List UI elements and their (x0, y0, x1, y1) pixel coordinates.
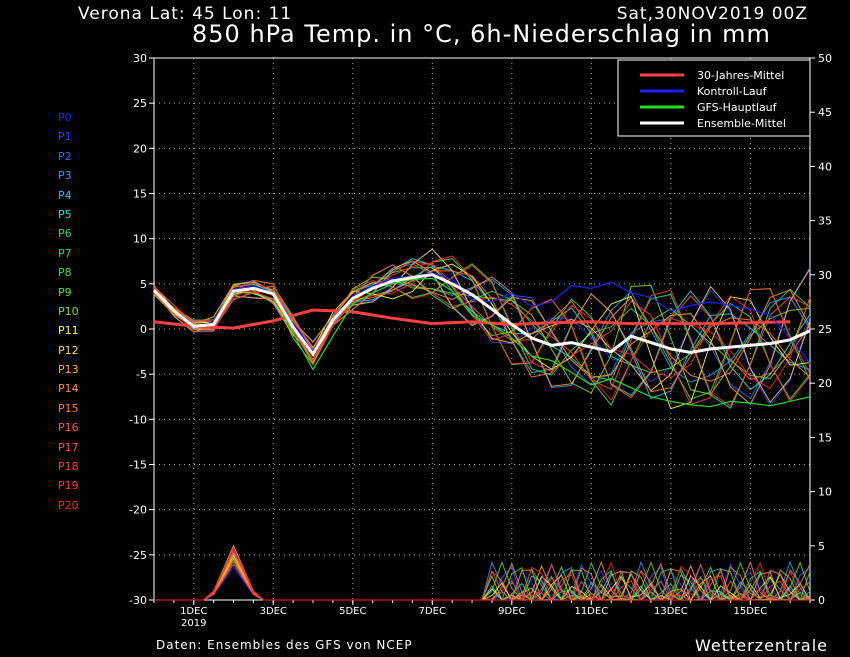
member-label: P17 (58, 440, 79, 454)
ensemble-member-line (153, 270, 811, 393)
precip-line (154, 546, 810, 601)
member-label: P7 (58, 246, 72, 260)
member-label: P16 (58, 421, 79, 435)
ensemble-member-line (153, 264, 811, 407)
member-label: P1 (58, 130, 72, 144)
x-tick-label: 7DEC (419, 606, 446, 617)
y-tick-label-left: 20 (133, 142, 147, 155)
member-label: P9 (58, 285, 72, 299)
y-tick-label-left: -5 (136, 368, 147, 381)
ensemble-member-line (153, 276, 811, 395)
ensemble-member-line (153, 263, 811, 400)
y-tick-label-right: 5 (818, 540, 825, 553)
x-tick-label: 9DEC (498, 606, 525, 617)
y-tick-label-left: -25 (129, 549, 147, 562)
chart-title: 850 hPa Temp. in °C, 6h-Niederschlag in … (192, 20, 771, 48)
legend-label: Kontroll-Lauf (697, 85, 768, 98)
y-tick-label-left: 15 (133, 188, 147, 201)
ensemble-member-line (153, 263, 811, 400)
precipitation-traces (154, 544, 811, 601)
x-tick-label: 1DEC (180, 606, 207, 617)
y-tick-label-right: 20 (818, 377, 832, 390)
y-tick-label-left: -30 (129, 594, 147, 607)
y-tick-label-right: 30 (818, 269, 832, 282)
member-label: P0 (58, 111, 72, 124)
climatology-line (153, 308, 791, 330)
grid-lines (154, 58, 810, 600)
ensemble-member-line (153, 276, 811, 387)
y-tick-label-right: 15 (818, 431, 832, 444)
y-tick-label-left: 30 (133, 52, 147, 65)
y-tick-label-left: -20 (129, 504, 147, 517)
y-tick-label-left: 0 (140, 323, 147, 336)
ensemble-member-line (153, 255, 811, 403)
member-label: P4 (58, 188, 72, 202)
member-label: P14 (58, 382, 79, 396)
x-tick-label: 15DEC (733, 606, 767, 617)
y-tick-label-left: 5 (140, 278, 147, 291)
y-tick-label-left: 10 (133, 233, 147, 246)
location-label: Verona Lat: 45 Lon: 11 (78, 4, 293, 24)
main-series-lines (152, 272, 811, 408)
y-tick-label-right: 0 (818, 594, 825, 607)
member-label: P20 (58, 498, 79, 512)
member-label: P11 (58, 324, 79, 338)
member-label: P18 (58, 460, 79, 474)
member-label: P3 (58, 169, 72, 183)
legend: 30-Jahres-Mittel Kontroll-Lauf GFS-Hauptla… (617, 59, 811, 137)
y-tick-label-left: -15 (129, 459, 147, 472)
y-tick-label-right: 40 (818, 160, 832, 173)
y-tick-label-right: 35 (818, 215, 832, 228)
ensemble-member-line (153, 262, 811, 401)
ensemble-member-list: P0 P1 P2 P3 P4 P5 P6 P7 P8 P9 P10 P11 P12 P13 P14 P15 P1… (58, 108, 98, 515)
member-label: P2 (58, 149, 72, 163)
ensemble-mean-line (152, 273, 811, 358)
x-tick-sublabel: 2019 (181, 618, 206, 629)
plot-frame (153, 57, 811, 601)
y-tick-label-left: 25 (133, 97, 147, 110)
y-tick-label-right: 10 (818, 486, 832, 499)
data-source-label: Daten: Ensembles des GFS von NCEP (156, 638, 413, 652)
ensemble-member-line (153, 264, 811, 406)
member-label: P10 (58, 304, 79, 318)
member-label: P8 (58, 266, 72, 280)
member-label: P5 (58, 207, 72, 221)
y-tick-label-right: 25 (818, 323, 832, 336)
y-tick-label-left: -10 (129, 413, 147, 426)
member-label: P13 (58, 363, 79, 377)
legend-label: 30-Jahres-Mittel (697, 69, 784, 82)
axis-ticks: 302520151050-5-10-15-20-25-3050454035302… (129, 52, 832, 629)
member-label: P6 (58, 227, 72, 241)
ensemble-member-lines (153, 248, 811, 410)
x-tick-label: 13DEC (654, 606, 688, 617)
legend-label: GFS-Hauptlauf (697, 101, 778, 114)
member-label: P15 (58, 401, 79, 415)
member-label: P12 (58, 343, 79, 357)
y-tick-label-right: 45 (818, 106, 832, 119)
ensemble-member-line (153, 264, 811, 409)
legend-label: Ensemble-Mittel (697, 117, 786, 130)
x-tick-label: 11DEC (574, 606, 608, 617)
model-run-label: Sat,30NOV2019 00Z (616, 4, 808, 24)
ensemble-member-line (153, 260, 811, 399)
member-label: P19 (58, 479, 79, 493)
ensemble-member-line (153, 258, 811, 400)
x-tick-label: 3DEC (260, 606, 287, 617)
brand-label: Wetterzentrale (694, 636, 828, 655)
y-tick-label-right: 50 (818, 52, 832, 65)
x-tick-label: 5DEC (339, 606, 366, 617)
